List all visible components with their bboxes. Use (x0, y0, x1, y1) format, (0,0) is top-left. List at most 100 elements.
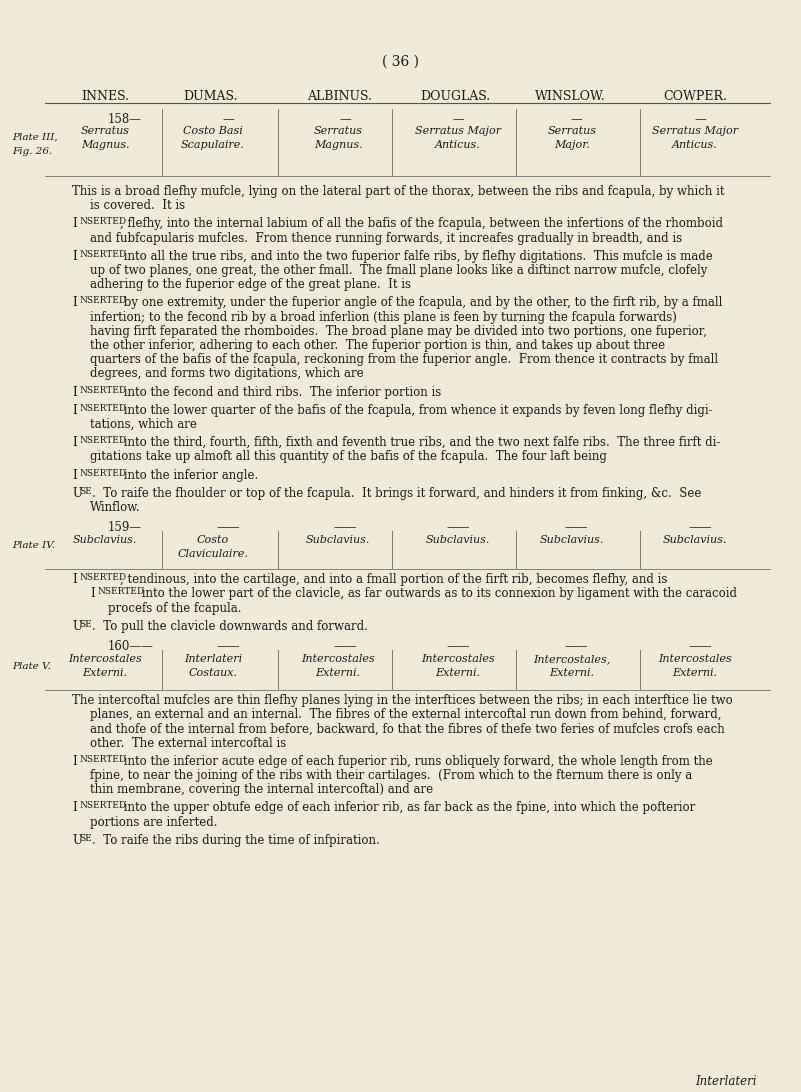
Text: Plate IV.: Plate IV. (12, 542, 55, 550)
Text: degrees, and forms two digitations, which are: degrees, and forms two digitations, whic… (90, 367, 364, 380)
Text: This is a broad flefhy mufcle, lying on the lateral part of the thorax, between : This is a broad flefhy mufcle, lying on … (72, 185, 724, 198)
Text: Subclavius.: Subclavius. (540, 535, 604, 545)
Text: I: I (72, 385, 77, 399)
Text: by one extremity, under the fuperior angle of the fcapula, and by the other, to : by one extremity, under the fuperior ang… (120, 296, 723, 309)
Text: NSERTED: NSERTED (79, 436, 126, 446)
Text: up of two planes, one great, the other fmall.  The fmall plane looks like a dift: up of two planes, one great, the other f… (90, 264, 707, 277)
Text: Serratus Major: Serratus Major (415, 126, 501, 136)
Text: ——: —— (564, 640, 588, 653)
Text: Externi.: Externi. (549, 668, 594, 678)
Text: Winflow.: Winflow. (90, 501, 141, 514)
Text: Anticus.: Anticus. (672, 140, 718, 150)
Text: Costaux.: Costaux. (188, 668, 238, 678)
Text: I: I (72, 573, 77, 586)
Text: Interlateri: Interlateri (184, 654, 242, 664)
Text: I: I (72, 755, 77, 768)
Text: ——: —— (688, 640, 712, 653)
Text: Plate V.: Plate V. (12, 662, 51, 670)
Text: is covered.  It is: is covered. It is (90, 199, 185, 212)
Text: .  To raife the ribs during the time of infpiration.: . To raife the ribs during the time of i… (92, 834, 380, 846)
Text: Anticus.: Anticus. (435, 140, 481, 150)
Text: SE: SE (79, 487, 92, 496)
Text: Fig. 26.: Fig. 26. (12, 147, 52, 156)
Text: Serratus Major: Serratus Major (652, 126, 738, 136)
Text: Intercostales,: Intercostales, (533, 654, 610, 664)
Text: I: I (72, 436, 77, 449)
Text: The intercoftal mufcles are thin flefhy planes lying in the interftices between : The intercoftal mufcles are thin flefhy … (72, 695, 733, 707)
Text: Intercostales: Intercostales (658, 654, 732, 664)
Text: —: — (694, 112, 706, 126)
Text: and thofe of the internal from before, backward, fo that the fibres of thefe two: and thofe of the internal from before, b… (90, 723, 725, 735)
Text: —: — (222, 112, 234, 126)
Text: 159—: 159— (108, 521, 142, 534)
Text: Costo: Costo (197, 535, 229, 545)
Text: —: — (452, 112, 464, 126)
Text: NSERTED: NSERTED (79, 217, 126, 226)
Text: Magnus.: Magnus. (81, 140, 129, 150)
Text: Intercostales: Intercostales (68, 654, 142, 664)
Text: I: I (72, 468, 77, 482)
Text: .  To raife the fhoulder or top of the fcapula.  It brings it forward, and hinde: . To raife the fhoulder or top of the fc… (92, 487, 702, 500)
Text: 160——: 160—— (108, 640, 154, 653)
Text: procefs of the fcapula.: procefs of the fcapula. (108, 602, 241, 615)
Text: quarters of the bafis of the fcapula, reckoning from the fuperior angle.  From t: quarters of the bafis of the fcapula, re… (90, 353, 718, 366)
Text: Subclavius.: Subclavius. (426, 535, 490, 545)
Text: Externi.: Externi. (316, 668, 360, 678)
Text: Plate III,: Plate III, (12, 133, 58, 142)
Text: Major.: Major. (554, 140, 590, 150)
Text: NSERTED: NSERTED (79, 573, 126, 582)
Text: Externi.: Externi. (436, 668, 481, 678)
Text: portions are inferted.: portions are inferted. (90, 816, 218, 829)
Text: into the inferior angle.: into the inferior angle. (120, 468, 258, 482)
Text: U: U (72, 620, 82, 632)
Text: ——: —— (564, 521, 588, 534)
Text: Serratus: Serratus (80, 126, 130, 136)
Text: into the inferior acute edge of each fuperior rib, runs obliquely forward, the w: into the inferior acute edge of each fup… (120, 755, 713, 768)
Text: tations, which are: tations, which are (90, 418, 197, 431)
Text: into the fecond and third ribs.  The inferior portion is: into the fecond and third ribs. The infe… (120, 385, 441, 399)
Text: , tendinous, into the cartilage, and into a fmall portion of the firft rib, beco: , tendinous, into the cartilage, and int… (120, 573, 667, 586)
Text: thin membrane, covering the internal intercoftal) and are: thin membrane, covering the internal int… (90, 783, 433, 796)
Text: planes, an external and an internal.  The fibres of the external intercoftal run: planes, an external and an internal. The… (90, 709, 722, 721)
Text: I: I (72, 217, 77, 230)
Text: ——: —— (333, 640, 356, 653)
Text: NSERTED: NSERTED (79, 404, 126, 413)
Text: Externi.: Externi. (673, 668, 718, 678)
Text: and fubfcapularis mufcles.  From thence running forwards, it increafes gradually: and fubfcapularis mufcles. From thence r… (90, 232, 682, 245)
Text: DUMAS.: DUMAS. (183, 90, 237, 103)
Text: INNES.: INNES. (81, 90, 129, 103)
Text: Interlateri: Interlateri (695, 1075, 756, 1088)
Text: Costo Basi: Costo Basi (183, 126, 243, 136)
Text: into the third, fourth, fifth, fixth and feventh true ribs, and the two next fal: into the third, fourth, fifth, fixth and… (120, 436, 720, 449)
Text: NSERTED: NSERTED (79, 802, 126, 810)
Text: COWPER.: COWPER. (663, 90, 727, 103)
Text: ——: —— (446, 640, 469, 653)
Text: adhering to the fuperior edge of the great plane.  It is: adhering to the fuperior edge of the gre… (90, 278, 411, 292)
Text: , flefhy, into the internal labium of all the bafis of the fcapula, between the : , flefhy, into the internal labium of al… (120, 217, 723, 230)
Text: NSERTED: NSERTED (79, 296, 126, 306)
Text: I: I (72, 802, 77, 815)
Text: —: — (570, 112, 582, 126)
Text: SE: SE (79, 834, 92, 843)
Text: WINSLOW.: WINSLOW. (535, 90, 606, 103)
Text: ——: —— (688, 521, 712, 534)
Text: NSERTED: NSERTED (79, 468, 126, 477)
Text: U: U (72, 834, 82, 846)
Text: ——: —— (446, 521, 469, 534)
Text: Claviculaire.: Claviculaire. (178, 549, 248, 559)
Text: into all the true ribs, and into the two fuperior falfe ribs, by flefhy digitati: into all the true ribs, and into the two… (120, 250, 713, 263)
Text: Scapulaire.: Scapulaire. (181, 140, 245, 150)
Text: into the lower part of the clavicle, as far outwards as to its connexion by liga: into the lower part of the clavicle, as … (138, 587, 737, 601)
Text: NSERTED: NSERTED (79, 385, 126, 394)
Text: U: U (72, 487, 82, 500)
Text: into the upper obtufe edge of each inferior rib, as far back as the fpine, into : into the upper obtufe edge of each infer… (120, 802, 695, 815)
Text: Externi.: Externi. (83, 668, 127, 678)
Text: Serratus: Serratus (313, 126, 363, 136)
Text: —: — (339, 112, 351, 126)
Text: other.  The external intercoftal is: other. The external intercoftal is (90, 737, 286, 749)
Text: fpine, to near the joining of the ribs with their cartilages.  (From which to th: fpine, to near the joining of the ribs w… (90, 769, 692, 782)
Text: Intercostales: Intercostales (301, 654, 375, 664)
Text: I: I (72, 250, 77, 263)
Text: Magnus.: Magnus. (314, 140, 362, 150)
Text: I: I (72, 404, 77, 417)
